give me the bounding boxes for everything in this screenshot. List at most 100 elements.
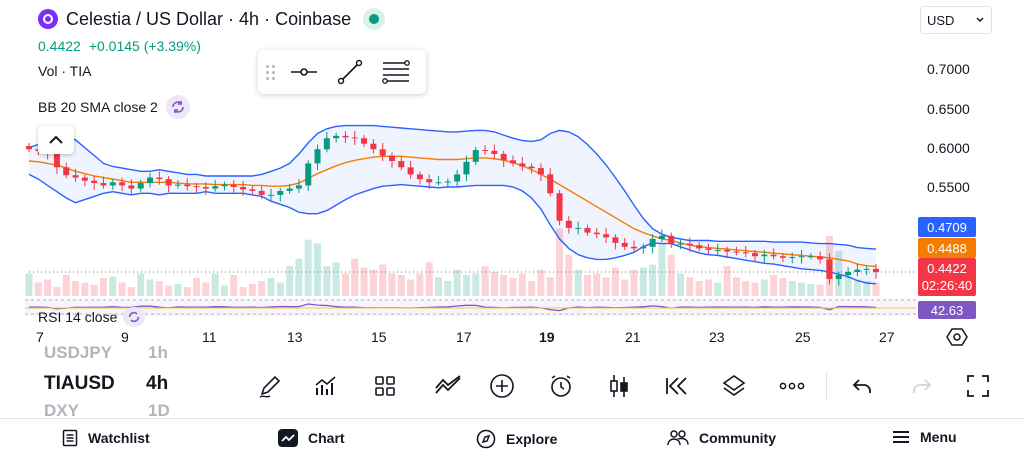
candle-body	[389, 155, 395, 162]
nav-chart[interactable]: Chart	[278, 429, 345, 447]
list-icon	[62, 429, 78, 447]
ticker-current-interval[interactable]: 4h	[146, 373, 169, 394]
volume-bar	[760, 279, 768, 296]
alert-icon[interactable]	[543, 368, 579, 404]
undo-icon[interactable]	[844, 368, 880, 404]
symbol-header[interactable]: Celestia / US Dollar · 4h · Coinbase	[38, 8, 386, 30]
volume-bar	[276, 282, 284, 296]
candle-body	[258, 190, 265, 195]
candle-body	[454, 174, 461, 182]
add-icon[interactable]	[484, 368, 520, 404]
rsi-badge: 42.63	[918, 301, 976, 319]
chart-area[interactable]	[0, 0, 1024, 350]
price-axis-label: 0.5500	[927, 179, 970, 195]
volume-bar	[798, 282, 806, 296]
candle-body	[174, 184, 181, 186]
nav-menu[interactable]: Menu	[892, 429, 957, 445]
layers-icon[interactable]	[716, 368, 752, 404]
candle-body	[835, 275, 842, 280]
bar-countdown: 02:26:40	[921, 278, 973, 293]
nav-community[interactable]: Community	[667, 429, 776, 447]
currency-select[interactable]: USD	[920, 6, 992, 34]
candlestick-icon[interactable]	[601, 368, 637, 404]
horizontal-ray-icon[interactable]	[286, 56, 322, 88]
volume-bar	[565, 254, 573, 296]
candle-body	[230, 184, 237, 187]
candle-body	[370, 143, 377, 150]
time-axis-label: 23	[709, 329, 725, 345]
volume-bar	[518, 273, 526, 296]
price-change-row: 0.4422 +0.0145 (+3.39%)	[38, 38, 201, 54]
candle-body	[826, 259, 833, 280]
candle-body	[752, 253, 758, 257]
volume-bar	[844, 277, 852, 296]
volume-bar	[341, 273, 349, 296]
chevron-down-icon	[976, 17, 984, 23]
bollinger-legend[interactable]: BB 20 SMA close 2	[38, 95, 190, 119]
more-icon[interactable]	[774, 368, 810, 404]
ticker-current-symbol[interactable]: TIAUSD	[44, 373, 115, 394]
volume-legend[interactable]: Vol · TIA	[38, 63, 92, 79]
nav-explore[interactable]: Explore	[476, 429, 557, 449]
candle-body	[193, 186, 200, 188]
chart-style-icon[interactable]	[430, 368, 466, 404]
people-icon	[667, 430, 689, 446]
drawing-toolbar[interactable]	[258, 50, 426, 94]
candle-body	[63, 167, 70, 176]
candle-body	[286, 188, 293, 191]
volume-bar	[714, 282, 722, 296]
volume-bar	[500, 275, 508, 296]
candle-body	[165, 179, 172, 186]
sync-icon[interactable]	[165, 95, 190, 119]
ticker-next-symbol[interactable]: DXY	[44, 401, 79, 420]
volume-bar	[704, 279, 712, 296]
candle-body	[109, 182, 116, 186]
chart-toolbar	[248, 368, 1018, 404]
nav-menu-label: Menu	[920, 429, 957, 445]
volume-bar	[528, 281, 536, 296]
rsi-sync-icon[interactable]	[123, 307, 146, 327]
volume-bar	[574, 269, 582, 296]
ticker-next-interval[interactable]: 1D	[148, 401, 170, 420]
candle-body	[779, 256, 786, 258]
replay-icon[interactable]	[658, 368, 694, 404]
drag-handle-icon[interactable]	[266, 64, 276, 80]
volume-bar	[202, 282, 210, 296]
candle-body	[742, 252, 749, 254]
bollinger-legend-label[interactable]: BB 20 SMA close 2	[38, 99, 158, 115]
candle-body	[500, 153, 507, 161]
nav-chart-label: Chart	[308, 430, 345, 446]
fullscreen-icon[interactable]	[960, 368, 996, 404]
time-axis-label: 13	[287, 329, 303, 345]
volume-bar	[602, 277, 610, 296]
candle-body	[221, 184, 228, 187]
last-price: 0.4422	[38, 38, 81, 54]
trend-line-icon[interactable]	[332, 56, 368, 88]
symbol-title[interactable]: Celestia / US Dollar · 4h · Coinbase	[66, 8, 352, 29]
price-axis-label: 0.6000	[927, 140, 970, 156]
pen-icon[interactable]	[252, 368, 288, 404]
volume-bar	[751, 282, 759, 296]
ticker-prev-interval[interactable]: 1h	[148, 343, 168, 362]
candle-body	[81, 177, 88, 181]
candle-body	[398, 161, 405, 168]
candle-body	[807, 256, 814, 258]
volume-bar	[677, 273, 685, 296]
volume-bar	[407, 279, 415, 296]
rsi-legend-label[interactable]: RSI 14 close	[38, 309, 118, 325]
candle-body	[119, 182, 126, 186]
chart-settings-icon[interactable]	[946, 326, 968, 348]
time-axis-label: 25	[795, 329, 811, 345]
volume-bar	[25, 273, 33, 296]
volume-bar	[146, 279, 154, 296]
chart-canvas[interactable]	[0, 0, 1024, 350]
redo-icon[interactable]	[904, 368, 940, 404]
rsi-legend[interactable]: RSI 14 close	[38, 307, 146, 327]
volume-bar	[807, 284, 815, 296]
templates-icon[interactable]	[367, 368, 403, 404]
fib-retracement-icon[interactable]	[378, 56, 414, 88]
nav-watchlist[interactable]: Watchlist	[62, 429, 150, 447]
indicators-icon[interactable]	[308, 368, 344, 404]
collapse-legend-button[interactable]	[38, 126, 74, 154]
ticker-prev-symbol[interactable]: USDJPY	[44, 343, 113, 362]
